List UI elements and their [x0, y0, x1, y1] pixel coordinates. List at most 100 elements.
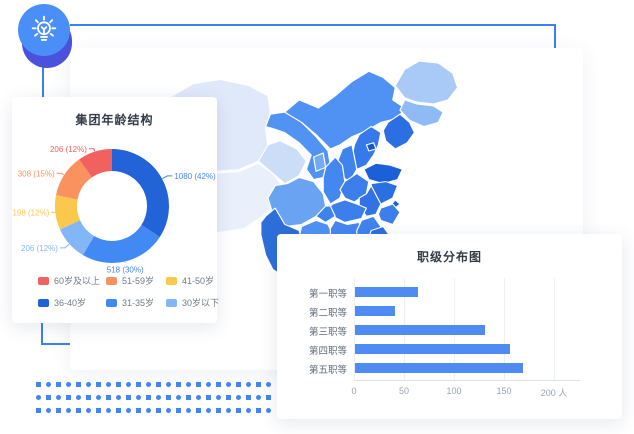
bar[interactable]: [355, 344, 510, 354]
age-legend: 60岁及以上 51-59岁 41-50岁 36-40岁 31-35岁 30岁以下: [38, 274, 224, 309]
decor-dot: [256, 395, 261, 400]
decor-dot: [46, 395, 51, 400]
decor-dot: [176, 382, 181, 387]
age-donut-chart[interactable]: 1080 (42%) 518 (30%) 206 (12%) 198 (12%) 308…: [12, 125, 217, 277]
province-shaanxi[interactable]: [322, 156, 346, 205]
donut-value-label: 206 (12%): [21, 244, 58, 253]
decor-dot: [176, 395, 181, 400]
donut-segment[interactable]: [56, 159, 93, 200]
province-heilongjiang[interactable]: [394, 60, 459, 105]
decor-dot: [136, 395, 141, 400]
age-structure-card: 集团年龄结构 1080 (42%) 518 (30%) 206 (12%) 198 (…: [12, 97, 219, 323]
donut-value-label: 1080 (42%): [174, 172, 216, 181]
province-shandong[interactable]: [363, 162, 403, 185]
legend-item[interactable]: 60岁及以上: [38, 274, 106, 287]
decor-dot: [186, 395, 191, 400]
legend-item[interactable]: 31-35岁: [106, 296, 166, 309]
decor-dot: [86, 382, 91, 387]
decor-dot: [166, 382, 171, 387]
legend-item[interactable]: 30岁以下: [166, 296, 224, 309]
category-label: 第四职等: [308, 346, 347, 357]
legend-item[interactable]: 41-50岁: [166, 274, 224, 287]
age-card-title: 集团年龄结构: [75, 113, 154, 127]
province-qinghai[interactable]: [257, 140, 307, 185]
decor-dot: [156, 408, 161, 413]
province-beijing[interactable]: [365, 142, 377, 152]
bar[interactable]: [355, 287, 418, 297]
donut-label-leader: [162, 175, 173, 179]
decor-dot: [216, 395, 221, 400]
decor-dot: [136, 408, 141, 413]
decor-dot: [76, 382, 81, 387]
dot-grid-pattern: [36, 382, 276, 421]
decor-dot: [156, 395, 161, 400]
decor-dot: [196, 395, 201, 400]
decor-dot: [116, 408, 121, 413]
decor-dot: [106, 395, 111, 400]
decor-dot: [156, 382, 161, 387]
decor-dot: [106, 382, 111, 387]
legend-item[interactable]: 51-59岁: [106, 274, 166, 287]
decor-dot: [46, 408, 51, 413]
bar[interactable]: [355, 325, 485, 335]
legend-label: 36-40岁: [54, 298, 87, 308]
decor-dot: [236, 382, 241, 387]
gridline: [504, 278, 505, 380]
legend-label: 41-50岁: [182, 276, 215, 286]
x-axis-line: [354, 380, 580, 381]
x-tick-label: 200 人: [540, 388, 568, 398]
donut-value-label: 518 (30%): [107, 265, 144, 274]
legend-label: 31-35岁: [122, 298, 155, 308]
province-zhejiang[interactable]: [377, 203, 401, 225]
x-tick-label: 50: [398, 386, 409, 396]
bar[interactable]: [355, 363, 523, 373]
decor-dot: [86, 408, 91, 413]
donut-segment[interactable]: [79, 149, 113, 178]
decor-dot: [96, 395, 101, 400]
legend-swatch: [106, 298, 117, 307]
corner-bracket-horizontal: [41, 343, 71, 345]
connector-line-badge-to-card: [42, 50, 44, 97]
decor-dot: [256, 382, 261, 387]
connector-line-top-vertical: [554, 24, 556, 50]
category-label: 第三职等: [308, 327, 347, 338]
decor-dot: [266, 382, 271, 387]
decor-dot: [166, 395, 171, 400]
bar[interactable]: [355, 306, 395, 316]
x-tick-label: 100: [446, 386, 462, 396]
decor-dot: [146, 382, 151, 387]
x-tick-label: 150: [496, 386, 512, 396]
legend-item[interactable]: 36-40岁: [38, 296, 106, 309]
decor-dot: [206, 408, 211, 413]
province-ningxia[interactable]: [313, 152, 327, 172]
corner-bracket-vertical: [41, 323, 43, 345]
legend-label: 60岁及以上: [54, 276, 101, 286]
donut-segment[interactable]: [111, 149, 169, 237]
rank-bar-chart[interactable]: 0 50 100 150 200 人 第一职等 第二职等 第三职等 第四职等 第五职等: [277, 278, 622, 408]
decor-dot: [236, 408, 241, 413]
decor-dot: [126, 382, 131, 387]
donut-value-label: 308 (15%): [18, 169, 55, 178]
decor-dot: [126, 408, 131, 413]
legend-swatch: [166, 298, 177, 307]
decor-dot: [186, 408, 191, 413]
donut-value-label: 198 (12%): [12, 208, 49, 217]
province-liaoning[interactable]: [382, 113, 415, 150]
decor-dot: [136, 382, 141, 387]
province-jilin[interactable]: [399, 99, 444, 127]
x-tick-label: 0: [351, 386, 357, 396]
connector-line-top-horizontal: [70, 24, 556, 26]
decor-dot: [256, 408, 261, 413]
decor-dot: [226, 395, 231, 400]
decor-dot: [246, 408, 251, 413]
lightbulb-badge: [18, 4, 70, 56]
decor-dot: [266, 408, 271, 413]
donut-segment[interactable]: [59, 219, 95, 255]
gridline: [354, 278, 355, 380]
decor-dot: [126, 395, 131, 400]
decor-dot: [196, 382, 201, 387]
donut-label-leader: [88, 148, 96, 152]
donut-segment[interactable]: [55, 195, 81, 230]
decor-dot: [266, 395, 271, 400]
donut-segment[interactable]: [82, 224, 160, 263]
